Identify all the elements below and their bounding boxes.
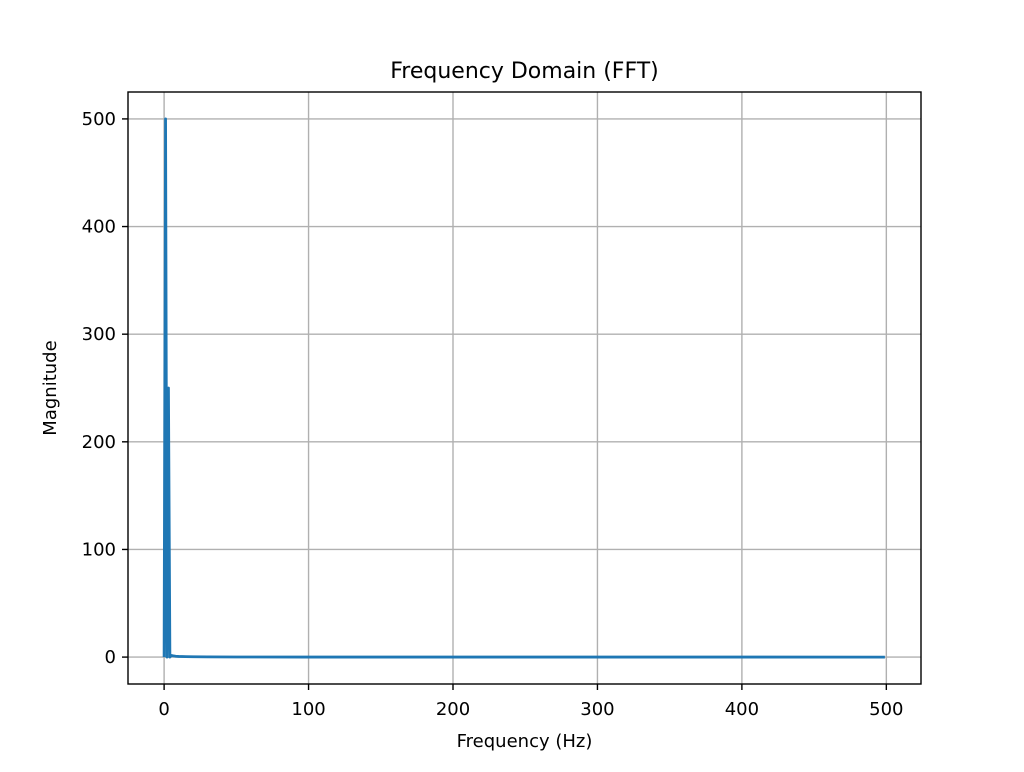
x-axis-label: Frequency (Hz) [457, 731, 593, 752]
y-tick-label: 0 [105, 647, 116, 668]
x-tick-label: 500 [869, 699, 903, 720]
y-tick-label: 300 [82, 324, 116, 345]
plot-area-frame [127, 91, 922, 685]
axis-ticks: 0 100 200 300 400 500 0 100 200 300 400 500 [82, 109, 904, 720]
x-tick-label: 400 [725, 699, 759, 720]
x-tick-label: 200 [436, 699, 470, 720]
y-tick-label: 100 [82, 539, 116, 560]
grid-lines [128, 92, 921, 684]
x-tick-label: 300 [580, 699, 614, 720]
x-tick-label: 0 [158, 699, 169, 720]
data-series [162, 117, 885, 659]
x-tick-label: 100 [291, 699, 325, 720]
chart-title: Frequency Domain (FFT) [390, 59, 659, 84]
y-axis-label: Magnitude [40, 340, 61, 435]
fft-magnitude-line [162, 117, 885, 659]
y-tick-label: 400 [82, 217, 116, 238]
y-tick-label: 500 [82, 109, 116, 130]
y-tick-label: 200 [82, 432, 116, 453]
